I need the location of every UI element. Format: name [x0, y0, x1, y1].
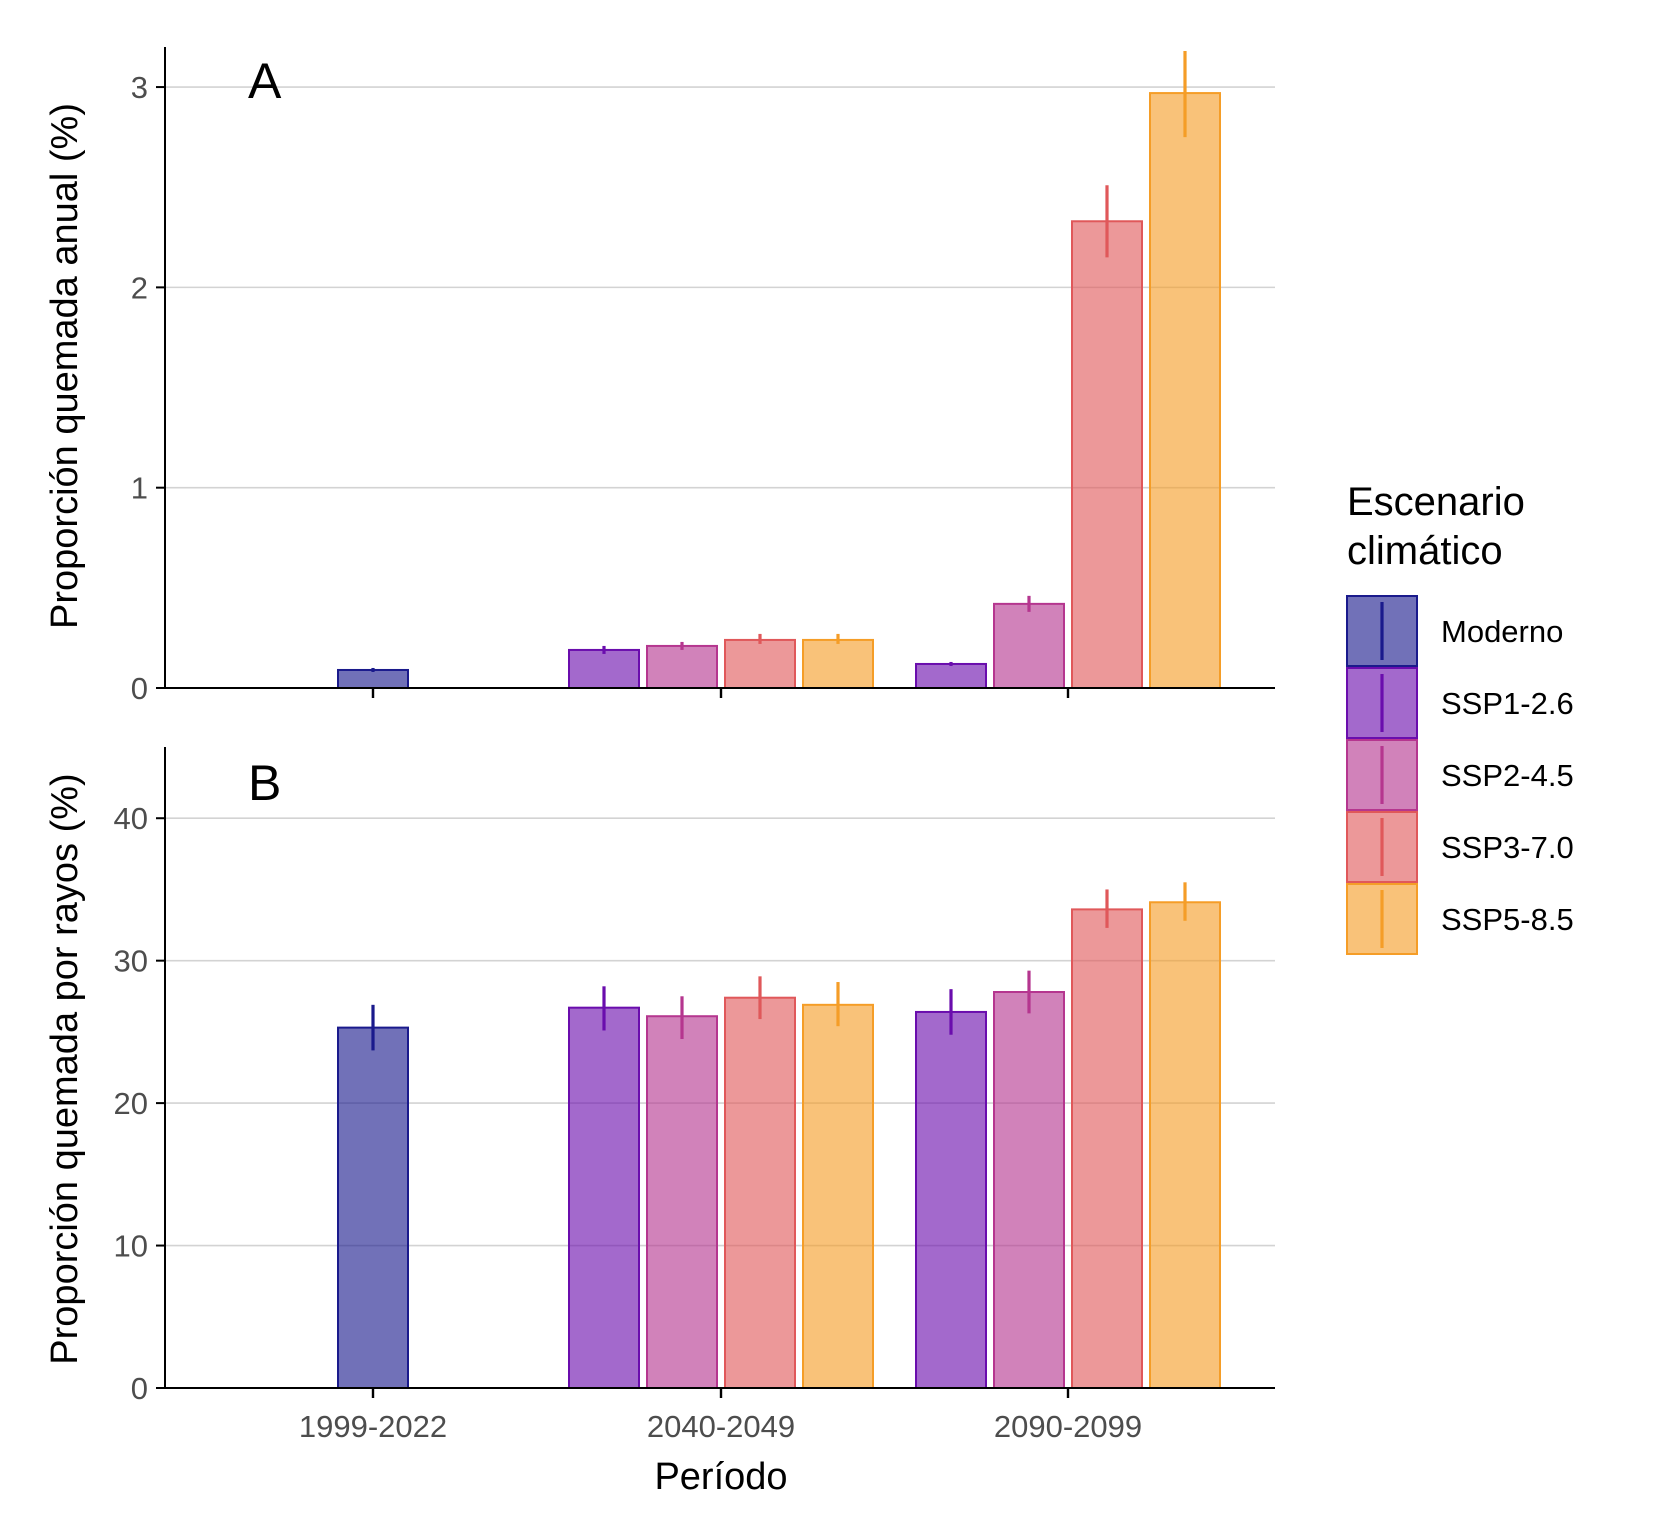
panel-b-y-tick-label: 20 — [114, 1086, 148, 1121]
legend-label-ssp3-7-0: SSP3-7.0 — [1441, 830, 1574, 865]
panel-a-y-axis-title: Proporción quemada anual (%) — [44, 103, 86, 629]
panel-a-bar-ssp2-4-5-2040-2049 — [646, 644, 718, 690]
panel-b-bar-ssp3-7-0-2040-2049 — [724, 996, 796, 1389]
legend-label-moderno: Moderno — [1441, 614, 1563, 649]
panel-b-y-axis-title: Proporción quemada por rayos (%) — [44, 773, 86, 1364]
panel-a-bar-ssp5-8-5-2090-2099 — [1149, 92, 1221, 689]
panel-a-y-tick-label: 2 — [131, 270, 148, 305]
panel-a-y-tick-label: 3 — [131, 70, 148, 105]
legend: Escenario climático Moderno SSP1-2.6 SSP2-… — [1346, 480, 1574, 955]
legend-label-ssp5-8-5: SSP5-8.5 — [1441, 902, 1574, 937]
panel-b-bar-ssp1-2-6-2090-2099 — [915, 1010, 987, 1389]
panel-b-tag: B — [248, 755, 281, 811]
panel-b-y-tick-label: 10 — [114, 1229, 148, 1264]
panel-a-bar-ssp3-7-0-2040-2049 — [724, 638, 796, 689]
panel-b-bar-ssp1-2-6-2040-2049 — [568, 1006, 640, 1389]
panel-b-x-tick-label: 1999-2022 — [299, 1409, 447, 1444]
panel-b-y-tick-label: 0 — [131, 1371, 148, 1406]
panel-a-y-tick-label: 0 — [131, 671, 148, 706]
panel-b-x-tick-label: 2040-2049 — [647, 1409, 795, 1444]
panel-b-y-tick-label: 40 — [114, 801, 148, 836]
panel-b-x-tick-label: 2090-2099 — [994, 1409, 1142, 1444]
panel-b-bar-moderno-1999-2022 — [337, 1026, 409, 1390]
panel-a-y-tick-label: 1 — [131, 471, 148, 506]
panel-a-bar-ssp1-2-6-2040-2049 — [568, 648, 640, 689]
panel-b-bar-ssp5-8-5-2040-2049 — [802, 1003, 874, 1390]
panel-b-bar-ssp5-8-5-2090-2099 — [1149, 901, 1221, 1390]
legend-label-ssp1-2-6: SSP1-2.6 — [1441, 686, 1574, 721]
panel-b-bar-ssp3-7-0-2090-2099 — [1071, 908, 1143, 1389]
panel-b-bar-ssp2-4-5-2040-2049 — [646, 1015, 718, 1389]
panel-b: 0 10 20 30 40 1999-2022 2040-2049 2090-2099 — [114, 747, 1275, 1444]
legend-title-line-1: Escenario — [1347, 480, 1525, 524]
panel-a-bar-ssp3-7-0-2090-2099 — [1071, 220, 1143, 689]
legend-items: Moderno SSP1-2.6 SSP2-4.5 SSP3-7.0 SSP5-8.5 — [1346, 595, 1574, 955]
x-axis-title: Período — [654, 1456, 787, 1498]
panel-a: 0 1 2 3 — [131, 47, 1275, 706]
panel-a-bar-ssp5-8-5-2040-2049 — [802, 638, 874, 689]
panel-a-bar-ssp1-2-6-2090-2099 — [915, 662, 987, 690]
legend-label-ssp2-4-5: SSP2-4.5 — [1441, 758, 1574, 793]
panel-b-y-tick-label: 30 — [114, 944, 148, 979]
panel-a-bar-ssp2-4-5-2090-2099 — [993, 602, 1065, 690]
panel-a-bar-moderno-1999-2022 — [337, 668, 409, 689]
legend-title-line-2: climático — [1347, 529, 1503, 573]
panel-a-tag: A — [248, 53, 282, 109]
panel-b-bar-ssp2-4-5-2090-2099 — [993, 991, 1065, 1389]
